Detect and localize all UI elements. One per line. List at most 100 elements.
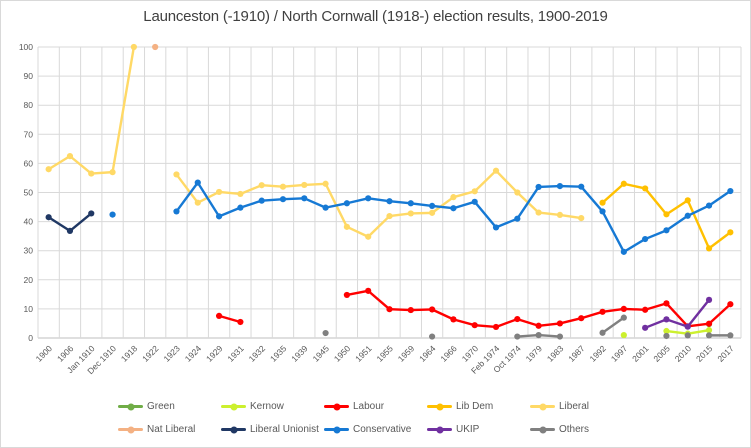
y-axis-tick-label: 90 <box>24 71 34 81</box>
data-point <box>535 209 542 216</box>
legend-dot-icon <box>436 403 443 410</box>
data-point <box>301 195 308 202</box>
data-point <box>450 194 457 201</box>
data-point <box>705 332 713 339</box>
legend-label: UKIP <box>456 424 480 435</box>
legend-marker-kernow-icon <box>221 403 246 410</box>
legend-marker-nat-liberal-icon <box>118 426 143 433</box>
data-point <box>343 223 350 230</box>
data-point <box>45 166 52 173</box>
series-ukip <box>642 296 713 331</box>
data-point <box>471 322 478 329</box>
legend-dot-icon <box>230 403 237 410</box>
x-axis-tick-label: 1945 <box>311 343 332 364</box>
legend-item-liberal: Liberal <box>530 401 633 412</box>
x-axis-tick-label: 1931 <box>225 343 246 364</box>
data-point <box>620 248 627 255</box>
legend-label: Liberal Unionist <box>250 424 319 435</box>
x-axis-tick-label: 1924 <box>183 343 204 364</box>
legend-label: Labour <box>353 401 385 412</box>
data-point <box>684 212 691 219</box>
data-point <box>578 183 585 190</box>
series-line <box>601 316 626 334</box>
x-axis-tick-label: 1997 <box>609 343 630 364</box>
x-axis-tick-label: 1959 <box>396 343 417 364</box>
data-point <box>620 331 627 339</box>
data-point <box>727 332 734 339</box>
legend-label: Lib Dem <box>456 401 494 412</box>
data-point <box>322 204 329 211</box>
data-point <box>66 227 74 235</box>
data-point <box>301 181 308 189</box>
data-point <box>705 202 713 209</box>
data-point <box>45 214 52 221</box>
y-axis-tick-label: 10 <box>24 304 34 314</box>
legend-marker-ukip-icon <box>427 426 452 433</box>
data-point <box>663 227 670 234</box>
legend-row-2: Nat Liberal Liberal Unionist Conservative U… <box>1 418 750 441</box>
x-axis-tick-label: 1979 <box>524 343 545 364</box>
data-point <box>386 198 393 205</box>
y-axis-tick-label: 40 <box>24 217 34 227</box>
data-point <box>386 212 393 220</box>
legend-label: Liberal <box>559 401 590 412</box>
data-point <box>514 189 521 196</box>
data-point <box>322 180 329 187</box>
data-point <box>514 215 521 222</box>
legend-item-conservative: Conservative <box>324 424 427 435</box>
x-axis-tick-label: 1987 <box>566 343 587 364</box>
data-point <box>620 305 627 312</box>
data-point <box>173 171 180 178</box>
data-point <box>663 211 670 218</box>
data-point <box>599 199 606 206</box>
data-point <box>642 185 649 192</box>
data-point <box>514 315 521 323</box>
legend-marker-labour-icon <box>324 403 349 410</box>
y-axis-tick-label: 100 <box>19 42 33 52</box>
data-point <box>130 43 137 51</box>
data-point <box>471 198 478 205</box>
x-axis-tick-label: 1929 <box>204 343 225 364</box>
data-point <box>215 188 223 196</box>
data-point <box>194 199 201 206</box>
data-point <box>492 224 500 231</box>
x-axis-tick-label: 1983 <box>545 343 566 364</box>
chart-title: Launceston (-1910) / North Cornwall (191… <box>143 8 608 25</box>
data-point <box>705 245 713 252</box>
data-point <box>109 211 116 218</box>
y-axis-tick-label: 50 <box>24 188 34 198</box>
series-liberal <box>45 43 585 240</box>
x-axis-tick-label: 1966 <box>438 343 459 364</box>
legend-dot-icon <box>127 426 134 433</box>
data-point <box>642 235 649 243</box>
data-point <box>450 316 457 323</box>
x-axis-tick-label: 1922 <box>140 343 161 364</box>
data-point <box>237 318 244 326</box>
data-point <box>492 167 500 174</box>
data-point <box>237 190 244 198</box>
legend-label: Green <box>147 401 175 412</box>
data-point <box>578 315 585 322</box>
legend-item-others: Others <box>530 424 633 435</box>
legend-marker-liberal-icon <box>530 403 555 410</box>
legend-dot-icon <box>230 426 237 433</box>
x-axis-tick-label: 1900 <box>34 343 55 364</box>
data-point <box>620 314 627 321</box>
legend-marker-lib-dem-icon <box>427 403 452 410</box>
data-point <box>492 323 500 331</box>
legend-dot-icon <box>333 403 340 410</box>
legend-row-1: Green Kernow Labour Lib Dem Liberal <box>1 395 750 418</box>
x-axis-tick-label: 2001 <box>630 343 651 364</box>
data-point <box>429 202 436 209</box>
data-point <box>535 183 542 191</box>
series-line <box>217 314 242 324</box>
x-axis-tick-label: 1955 <box>374 343 395 364</box>
x-axis-tick-label: 1964 <box>417 343 438 364</box>
x-axis-tick-label: 2010 <box>673 343 694 364</box>
y-axis-tick-label: 60 <box>24 158 34 168</box>
legend-item-labour: Labour <box>324 401 427 412</box>
legend-label: Others <box>559 424 590 435</box>
x-axis-tick-label: 1923 <box>161 343 182 364</box>
